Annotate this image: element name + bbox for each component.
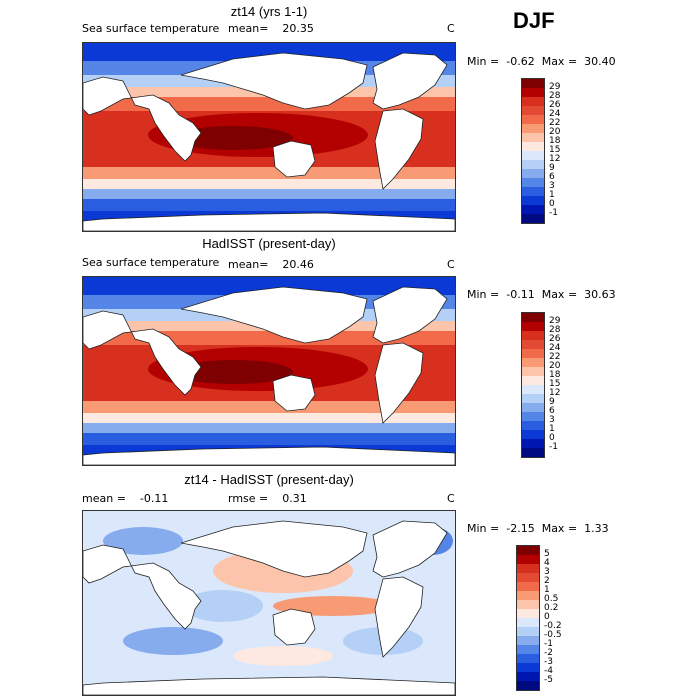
panel-3-colorbar-tick: 4: [544, 558, 550, 568]
panel-3-mean: mean = -0.11: [82, 492, 168, 505]
panel-2-colorbar-tick: 15: [549, 379, 561, 389]
panel-1-mean-value: 20.35: [282, 22, 314, 35]
panel-3-colorbar-tick: 0.5: [544, 594, 559, 604]
panel-3-rmse-label: rmse =: [228, 492, 269, 505]
panel-1-colorbar-tick: 3: [549, 181, 555, 191]
panel-3-colorbar-tick: -0.5: [544, 630, 562, 640]
panel-2-colorbar-tick: -1: [549, 442, 558, 452]
panel-2-mean: mean= 20.46: [228, 258, 314, 271]
panel-3-min-label: Min =: [467, 522, 500, 535]
panel-2-colorbar-tick: 22: [549, 352, 561, 362]
panel-1-colorbar-tick: 29: [549, 82, 561, 92]
panel-1-colorbar-tick: 1: [549, 190, 555, 200]
panel-1-colorbar-tick: 22: [549, 118, 561, 128]
season-label: DJF: [513, 8, 555, 33]
panel-1-title: zt14 (yrs 1-1): [230, 4, 308, 19]
panel-2-colorbar-tick: 20: [549, 361, 561, 371]
panel-2-colorbar-tick: 1: [549, 424, 555, 434]
panel-2-map: [82, 276, 456, 466]
panel-2-mean-value: 20.46: [282, 258, 314, 271]
panel-2-minmax: Min = -0.11 Max = 30.63: [467, 288, 616, 301]
panel-2-max-value: 30.63: [584, 288, 616, 301]
panel-3-colorbar-tick: -0.2: [544, 621, 562, 631]
panel-2-title: HadISST (present-day): [202, 236, 336, 251]
panel-1-colorbar-tick: 28: [549, 91, 561, 101]
panel-1-colorbar-tick: 26: [549, 100, 561, 110]
panel-3-colorbar-tick: 0.2: [544, 603, 559, 613]
panel-3-colorbar-tick: -1: [544, 639, 553, 649]
panel-2-variable: Sea surface temperature: [82, 256, 220, 269]
panel-3-colorbar-tick: -3: [544, 657, 553, 667]
panel-1-colorbar-tick: 20: [549, 127, 561, 137]
panel-3-colorbar-tick: 3: [544, 567, 550, 577]
panel-3-mean-label: mean =: [82, 492, 126, 505]
panel-2-colorbar-tick: 0: [549, 433, 555, 443]
panel-1-max-label: Max =: [541, 55, 578, 68]
panel-2-max-label: Max =: [541, 288, 578, 301]
panel-2-unit: C: [447, 258, 455, 271]
panel-1-unit: C: [447, 22, 455, 35]
panel-2-colorbar-tick: 3: [549, 415, 555, 425]
panel-3-unit: C: [447, 492, 455, 505]
panel-1-variable: Sea surface temperature: [82, 22, 220, 35]
panel-1-map-plot: [83, 43, 455, 231]
panel-2-colorbar-tick: 28: [549, 325, 561, 335]
panel-3-colorbar-tick: 0: [544, 612, 550, 622]
panel-1-map: [82, 42, 456, 232]
panel-2-colorbar-tick: 9: [549, 397, 555, 407]
panel-3-rmse: rmse = 0.31: [228, 492, 307, 505]
panel-1-min-label: Min =: [467, 55, 500, 68]
panel-3-title: zt14 - HadISST (present-day): [184, 472, 354, 487]
panel-3-colorbar-tick: 1: [544, 585, 550, 595]
panel-2-colorbar-tick: 12: [549, 388, 561, 398]
panel-1-colorbar-tick: 18: [549, 136, 561, 146]
panel-2-colorbar: [521, 312, 545, 458]
panel-1-colorbar-tick: 9: [549, 163, 555, 173]
panel-3-colorbar-tick: 5: [544, 549, 550, 559]
panel-1-colorbar-tick: 24: [549, 109, 561, 119]
panel-1-min-value: -0.62: [506, 55, 535, 68]
panel-2-colorbar-tick: 26: [549, 334, 561, 344]
panel-1-mean-label: mean=: [228, 22, 269, 35]
panel-1-mean: mean= 20.35: [228, 22, 314, 35]
panel-3-map-plot: [83, 511, 455, 695]
panel-2-min-label: Min =: [467, 288, 500, 301]
panel-3-colorbar-tick: -5: [544, 675, 553, 685]
panel-3-map: [82, 510, 456, 696]
panel-1-colorbar: [521, 78, 545, 224]
panel-2-mean-label: mean=: [228, 258, 269, 271]
panel-3-max-value: 1.33: [584, 522, 609, 535]
panel-1-colorbar-tick: 12: [549, 154, 561, 164]
panel-1-minmax: Min = -0.62 Max = 30.40: [467, 55, 616, 68]
panel-3-colorbar-tick: 2: [544, 576, 550, 586]
panel-3-max-label: Max =: [541, 522, 578, 535]
panel-2-colorbar-tick: 24: [549, 343, 561, 353]
panel-1-colorbar-tick: 6: [549, 172, 555, 182]
panel-3-colorbar: [516, 545, 540, 691]
panel-2-min-value: -0.11: [506, 288, 535, 301]
panel-2-colorbar-tick: 6: [549, 406, 555, 416]
panel-3-rmse-value: 0.31: [282, 492, 307, 505]
panel-3-minmax: Min = -2.15 Max = 1.33: [467, 522, 609, 535]
panel-2-colorbar-tick: 18: [549, 370, 561, 380]
panel-3-colorbar-tick: -2: [544, 648, 553, 658]
panel-3-mean-value: -0.11: [139, 492, 169, 505]
panel-2-colorbar-tick: 29: [549, 316, 561, 326]
panel-1-colorbar-tick: 15: [549, 145, 561, 155]
panel-2-map-plot: [83, 277, 455, 465]
panel-1-colorbar-tick: 0: [549, 199, 555, 209]
panel-1-colorbar-tick: -1: [549, 208, 558, 218]
panel-1-max-value: 30.40: [584, 55, 616, 68]
panel-3-min-value: -2.15: [506, 522, 535, 535]
panel-3-colorbar-tick: -4: [544, 666, 553, 676]
